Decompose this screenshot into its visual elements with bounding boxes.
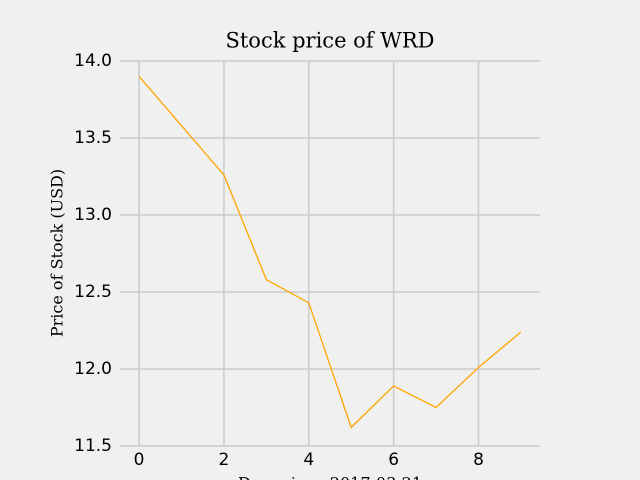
- y-tick-label: 13.5: [74, 128, 112, 148]
- x-tick-label: 0: [134, 450, 145, 470]
- x-tick-label: 4: [303, 450, 314, 470]
- y-tick-label: 13.0: [74, 205, 112, 225]
- x-tick-label: 8: [473, 450, 484, 470]
- y-tick-label: 11.5: [74, 436, 112, 456]
- x-tick-label: 6: [388, 450, 399, 470]
- chart-title: Stock price of WRD: [225, 29, 434, 53]
- y-axis-label: Price of Stock (USD): [48, 169, 67, 337]
- x-tick-label: 2: [219, 450, 230, 470]
- y-tick-label: 12.5: [74, 282, 112, 302]
- y-tick-label: 12.0: [74, 359, 112, 379]
- x-axis-label: Days since 2017-03-21: [238, 474, 422, 480]
- y-tick-label: 14.0: [74, 51, 112, 71]
- line: [138, 75, 522, 429]
